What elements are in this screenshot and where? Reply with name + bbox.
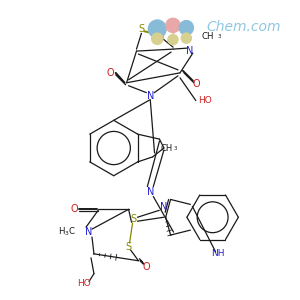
Circle shape [148,20,166,38]
Text: N: N [186,46,194,56]
Circle shape [168,34,178,45]
Text: CH: CH [201,32,214,41]
Circle shape [179,21,194,35]
Text: O: O [142,262,150,272]
Text: CH: CH [160,143,172,152]
Text: N: N [147,91,154,100]
Text: O: O [107,68,115,78]
Text: $_3$: $_3$ [217,32,222,41]
Text: S: S [157,31,163,41]
Text: N: N [160,202,167,212]
Text: $_3$: $_3$ [173,143,178,152]
Text: HO: HO [77,279,91,288]
Circle shape [181,33,191,43]
Text: NH: NH [211,249,224,258]
Text: HO: HO [198,96,212,105]
Text: O: O [192,79,200,89]
Text: S: S [125,242,132,252]
Text: H$_3$C: H$_3$C [58,226,76,238]
Text: Chem.com: Chem.com [206,20,281,34]
Text: S: S [138,24,145,34]
Text: N: N [147,187,154,196]
Circle shape [152,33,163,44]
Text: O: O [70,204,78,214]
Text: S: S [130,214,136,224]
Text: N: N [85,227,93,237]
Circle shape [166,18,180,32]
